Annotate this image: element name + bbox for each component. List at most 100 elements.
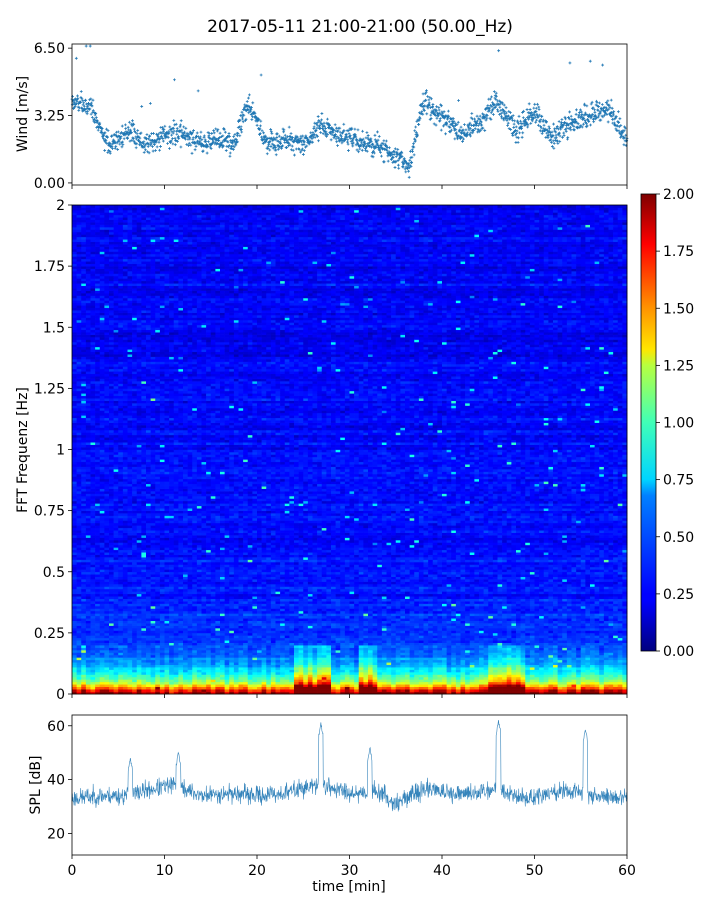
spectrogram-cell (136, 495, 142, 499)
wind-data-point (228, 151, 232, 155)
spectrogram-cell (136, 574, 142, 577)
spectrogram-cell (90, 645, 96, 648)
spectrogram-cell (76, 432, 82, 436)
spectrogram-cell (90, 473, 96, 477)
spectrogram-cell (122, 322, 128, 326)
spectrogram-cell (104, 312, 110, 316)
spectrogram-cell (118, 652, 124, 656)
spectrogram-cell (136, 354, 142, 357)
spectrogram-cell (122, 654, 128, 658)
spectrogram-cell (76, 263, 82, 267)
spectrogram-cell (109, 407, 114, 411)
spectrogram-cell (90, 266, 96, 269)
spectrogram-cell (99, 464, 105, 467)
spectrogram-cell (109, 564, 114, 568)
spectrogram-cell (109, 359, 114, 362)
spectrogram-cell (127, 469, 133, 472)
spectrogram-cell (127, 280, 133, 284)
spectrogram-cell (109, 390, 114, 394)
spectrogram-cell (104, 356, 110, 360)
spectrogram-cell (95, 258, 101, 262)
spectrogram-cell (122, 368, 128, 372)
spectrogram-cell (85, 596, 91, 599)
spectrogram-cell (72, 513, 77, 516)
spectrogram-cell (113, 332, 119, 335)
spectrogram-cell (81, 425, 87, 428)
spectrogram-cell (72, 251, 77, 255)
wind-data-point (410, 161, 414, 165)
spectrogram-cell (90, 359, 96, 362)
spectrogram-cell (132, 549, 138, 553)
spectrogram-cell (109, 503, 114, 507)
spectrogram-cell (127, 273, 133, 277)
spectrogram-cell (118, 273, 124, 277)
spectrogram-cell (85, 557, 91, 560)
spectrogram-cell (122, 351, 128, 355)
spectrogram-cell (109, 403, 114, 406)
spectrogram-cell (85, 471, 91, 475)
spectrogram-cell (90, 395, 96, 399)
spectrogram-cell (118, 285, 124, 289)
spectrogram-cell (118, 674, 124, 678)
spectrogram-cell (85, 337, 91, 340)
spectrogram-cell (118, 669, 124, 673)
spectrogram-cell (132, 579, 138, 582)
wind-data-point (212, 129, 216, 133)
wind-data-point (310, 137, 314, 141)
wind-data-point (425, 89, 428, 92)
spectrogram-cell (90, 246, 96, 250)
spectrogram-cell (81, 317, 87, 321)
spectrogram-cell (72, 500, 77, 504)
wind-data-point (130, 131, 133, 134)
spectrogram-cell (104, 583, 110, 587)
spectrogram-cell (72, 442, 77, 445)
spectrogram-cell (122, 246, 128, 250)
spectrogram-cell (109, 520, 114, 524)
spectrogram-cell (85, 515, 91, 519)
spectrogram-cell (72, 473, 77, 477)
spectrogram-cell (127, 434, 133, 438)
spectrogram-cell (104, 415, 110, 419)
spectrogram-cell (109, 508, 114, 511)
spectrogram-cell (81, 300, 87, 304)
spectrogram-cell (85, 451, 91, 455)
spectrogram-cell (136, 473, 142, 477)
spectrogram-cell (127, 459, 133, 463)
spectrogram-cell (127, 522, 133, 526)
spectrogram-cell (109, 317, 114, 321)
spectrogram-cell (72, 434, 77, 438)
wind-data-point (74, 56, 78, 60)
spectrogram-cell (85, 635, 91, 639)
wind-data-point (536, 102, 539, 106)
spectrogram-cell (72, 368, 77, 372)
spectrogram-cell (141, 322, 147, 326)
spectrogram-cell (104, 676, 110, 680)
spectrogram-cell (81, 635, 87, 639)
spectrogram-cell (85, 498, 91, 502)
spectrogram-cell (76, 500, 82, 504)
spectrogram-cell (118, 390, 124, 394)
spectrogram-cell (109, 234, 114, 238)
spectrogram-cell (72, 571, 77, 575)
spectrogram-cell (132, 305, 138, 309)
spectrogram-cell (95, 381, 101, 384)
spectrogram-cell (127, 544, 133, 548)
spectrogram-cell (127, 561, 133, 565)
spectrogram-cell (95, 434, 101, 438)
wind-data-point (162, 127, 166, 131)
wind-data-point (201, 149, 205, 153)
spectrogram-cell (95, 278, 101, 282)
spectrogram-cell (99, 393, 105, 397)
spectrogram-cell (104, 447, 110, 450)
spectrogram-cell (104, 559, 110, 563)
spectrogram-cell (104, 642, 110, 646)
spectrogram-cell (99, 275, 105, 279)
spectrogram-cell (113, 552, 119, 555)
spectrogram-cell (113, 239, 119, 243)
spectrogram-cell (132, 361, 138, 365)
spectrogram-cell (72, 483, 77, 487)
spectrogram-cell (99, 236, 105, 240)
spectrogram-cell (113, 258, 119, 262)
spectrogram-cell (109, 586, 114, 590)
spectrogram-cell (132, 598, 138, 602)
